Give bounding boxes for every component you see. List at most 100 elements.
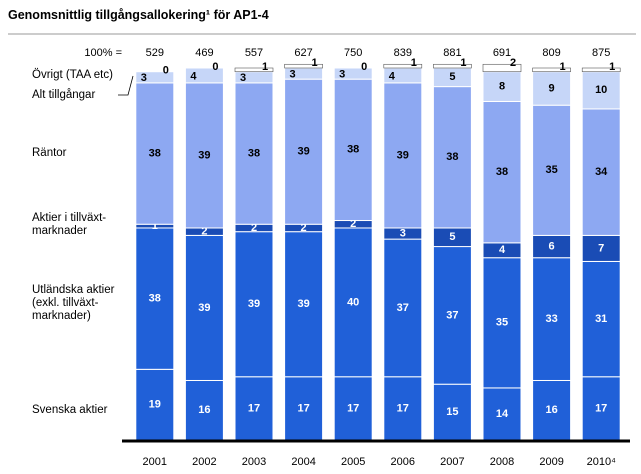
value-label: 15 bbox=[446, 406, 458, 418]
total-value: 627 bbox=[294, 47, 312, 59]
value-label: 9 bbox=[549, 82, 555, 94]
value-label: 10 bbox=[595, 84, 607, 96]
bar-segment bbox=[482, 100, 522, 244]
total-value: 529 bbox=[146, 47, 164, 59]
bar-segment bbox=[383, 63, 423, 69]
bar-segment bbox=[432, 86, 472, 229]
value-label: 2 bbox=[350, 218, 356, 230]
total-value: 809 bbox=[542, 47, 560, 59]
value-label: 4 bbox=[190, 70, 197, 82]
value-label: 38 bbox=[149, 293, 161, 305]
value-label: 17 bbox=[297, 402, 309, 414]
total-value: 469 bbox=[195, 47, 213, 59]
value-label: 34 bbox=[595, 166, 608, 178]
x-tick-label: 2010⁴ bbox=[587, 456, 616, 468]
total-value: 557 bbox=[245, 47, 263, 59]
bar-segment bbox=[432, 246, 472, 385]
total-value: 691 bbox=[493, 47, 511, 59]
leader bbox=[118, 75, 134, 96]
bar-segment bbox=[581, 71, 621, 110]
bar-segment bbox=[482, 257, 522, 389]
value-label: 17 bbox=[248, 402, 260, 414]
value-label: 3 bbox=[339, 68, 345, 80]
value-label: 39 bbox=[397, 149, 409, 161]
bar-segment bbox=[482, 387, 522, 441]
bar-segment bbox=[532, 67, 571, 73]
series-label: Aktier i tillväxt- marknader bbox=[32, 212, 107, 237]
x-tick-label: 2003 bbox=[242, 456, 266, 468]
value-label: 16 bbox=[545, 404, 557, 416]
value-label: 2 bbox=[301, 222, 307, 234]
series-label: Svenska aktier bbox=[32, 404, 108, 416]
x-tick-label: 2004 bbox=[291, 456, 315, 468]
value-label: 7 bbox=[598, 242, 604, 254]
bar-segment bbox=[532, 71, 572, 106]
value-label: 39 bbox=[297, 298, 309, 310]
bar-segment bbox=[234, 82, 274, 225]
bar-segment bbox=[581, 67, 621, 73]
x-tick-label: 2001 bbox=[143, 456, 167, 468]
bar-segment bbox=[135, 368, 175, 441]
x-tick-label: 2006 bbox=[391, 456, 415, 468]
bar-segment bbox=[581, 260, 621, 378]
total-value: 839 bbox=[394, 47, 412, 59]
value-label: 37 bbox=[397, 302, 409, 314]
bar-segment bbox=[333, 78, 373, 222]
value-label: 17 bbox=[595, 402, 607, 414]
value-label: 14 bbox=[496, 408, 509, 420]
bar-segment bbox=[284, 78, 324, 225]
value-label: 1 bbox=[411, 57, 417, 69]
chart-title: Genomsnittlig tillgångsallokering¹ för A… bbox=[8, 8, 269, 22]
bar-segment bbox=[532, 379, 572, 441]
bar-segment bbox=[234, 67, 274, 73]
bar-segment bbox=[333, 67, 373, 80]
bar-segment bbox=[184, 67, 224, 84]
total-label: 100% = bbox=[84, 47, 122, 59]
value-label: 5 bbox=[449, 231, 455, 243]
bar-segment bbox=[581, 234, 621, 262]
value-label: 17 bbox=[347, 402, 359, 414]
bar-segment bbox=[284, 63, 323, 69]
total-value: 881 bbox=[443, 47, 461, 59]
value-label: 1 bbox=[460, 57, 466, 69]
value-label: 39 bbox=[198, 302, 210, 314]
value-label: 40 bbox=[347, 296, 359, 308]
series-label: Alt tillgångar bbox=[32, 89, 96, 101]
value-label: 2 bbox=[251, 222, 257, 234]
bar-segment bbox=[184, 82, 224, 229]
bar-segment bbox=[184, 234, 224, 381]
bar-segment bbox=[482, 63, 522, 73]
bar-segment bbox=[135, 82, 175, 225]
value-label: 1 bbox=[312, 57, 318, 69]
x-tick-label: 2002 bbox=[192, 456, 216, 468]
value-label: 35 bbox=[545, 164, 557, 176]
total-value: 750 bbox=[344, 47, 362, 59]
series-label: Räntor bbox=[32, 147, 67, 159]
value-label: 3 bbox=[290, 68, 296, 80]
bar-segment bbox=[383, 376, 423, 441]
bar-segment bbox=[184, 379, 224, 441]
value-label: 3 bbox=[240, 72, 246, 84]
value-label: 4 bbox=[389, 70, 396, 82]
value-label: 39 bbox=[297, 146, 309, 158]
value-label: 3 bbox=[141, 72, 147, 84]
value-label: 5 bbox=[449, 71, 455, 83]
total-value: 875 bbox=[592, 47, 610, 59]
value-label: 1 bbox=[609, 61, 615, 73]
value-label: 38 bbox=[347, 144, 359, 156]
x-tick-label: 2007 bbox=[440, 456, 464, 468]
value-label: 31 bbox=[595, 313, 607, 325]
value-label: 1 bbox=[262, 61, 268, 73]
value-label: 38 bbox=[446, 151, 458, 163]
value-label: 0 bbox=[163, 65, 169, 77]
bar-segment bbox=[333, 227, 373, 378]
value-label: 38 bbox=[496, 166, 508, 178]
value-label: 39 bbox=[248, 298, 260, 310]
value-label: 19 bbox=[149, 399, 161, 411]
bar-segment bbox=[433, 63, 472, 69]
value-label: 33 bbox=[545, 313, 557, 325]
bar-segment bbox=[284, 231, 324, 378]
bar-segment bbox=[383, 238, 423, 378]
bar-segment bbox=[432, 383, 472, 441]
